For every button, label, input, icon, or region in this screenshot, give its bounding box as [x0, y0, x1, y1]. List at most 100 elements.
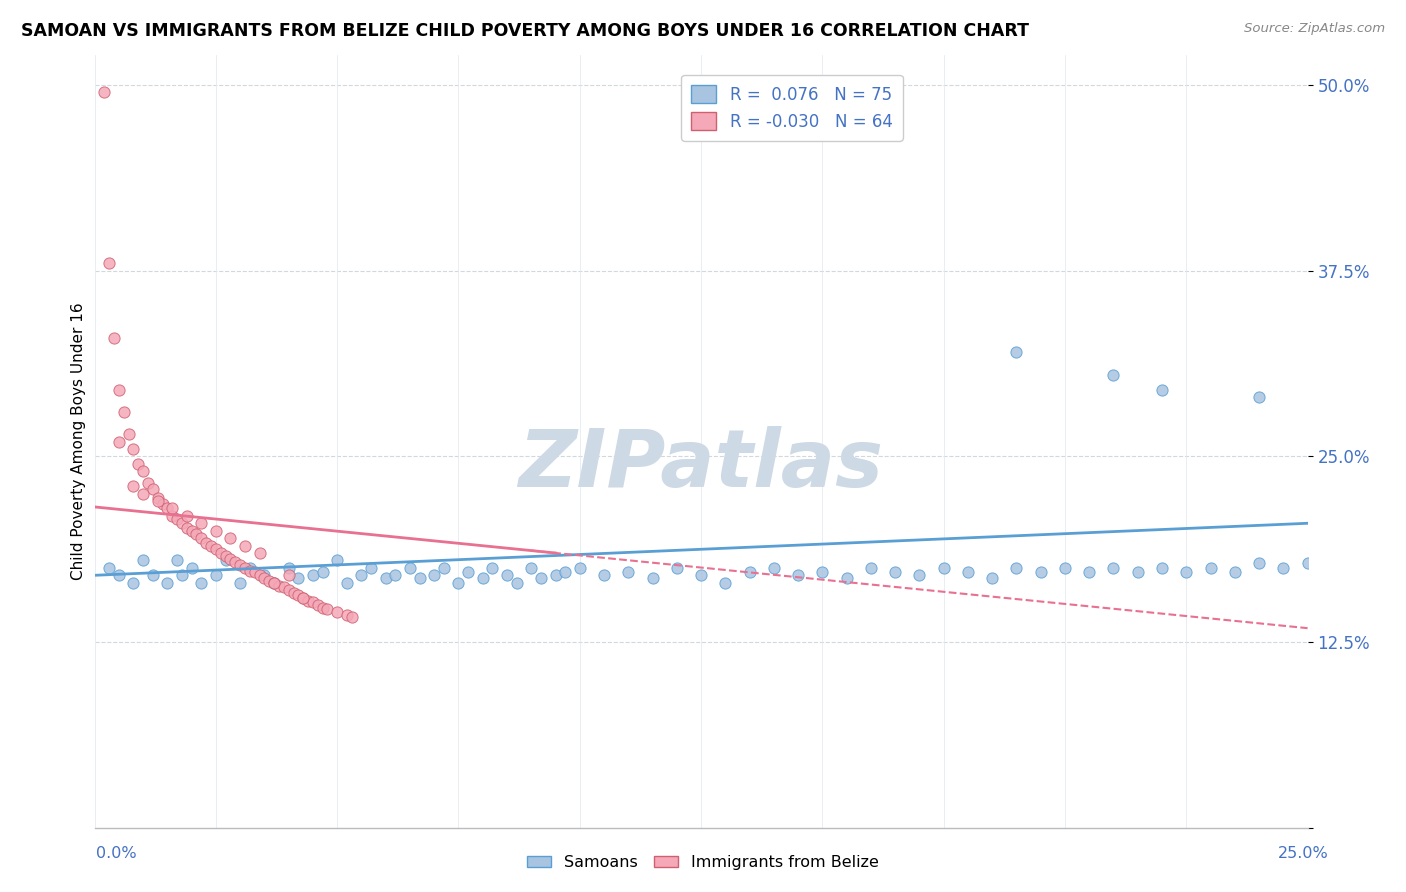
Point — [200, 539, 222, 553]
Point — [520, 561, 543, 575]
Point — [311, 601, 333, 615]
Point — [112, 405, 135, 419]
Point — [433, 561, 456, 575]
Point — [263, 575, 285, 590]
Point — [787, 568, 810, 582]
Point — [277, 561, 299, 575]
Point — [170, 516, 193, 531]
Point — [277, 568, 299, 582]
Point — [350, 568, 373, 582]
Point — [142, 568, 165, 582]
Point — [690, 568, 713, 582]
Point — [103, 330, 125, 344]
Point — [1078, 566, 1101, 580]
Point — [307, 598, 329, 612]
Point — [205, 541, 228, 556]
Legend: Samoans, Immigrants from Belize: Samoans, Immigrants from Belize — [522, 849, 884, 877]
Point — [214, 549, 236, 563]
Point — [253, 568, 276, 582]
Point — [108, 434, 131, 449]
Point — [214, 553, 236, 567]
Point — [399, 561, 422, 575]
Point — [1272, 561, 1295, 575]
Point — [1247, 557, 1270, 571]
Point — [811, 566, 834, 580]
Point — [1053, 561, 1076, 575]
Point — [219, 552, 242, 566]
Point — [98, 561, 121, 575]
Point — [146, 491, 169, 505]
Point — [287, 571, 309, 585]
Point — [127, 457, 149, 471]
Point — [593, 568, 616, 582]
Point — [160, 501, 183, 516]
Point — [302, 595, 325, 609]
Point — [1150, 383, 1173, 397]
Point — [641, 571, 664, 585]
Point — [496, 568, 519, 582]
Legend: R =  0.076   N = 75, R = -0.030   N = 64: R = 0.076 N = 75, R = -0.030 N = 64 — [682, 75, 903, 141]
Point — [481, 561, 503, 575]
Point — [908, 568, 931, 582]
Point — [166, 512, 188, 526]
Point — [277, 583, 299, 598]
Point — [665, 561, 688, 575]
Point — [835, 571, 858, 585]
Point — [1247, 390, 1270, 404]
Point — [568, 561, 591, 575]
Point — [257, 574, 280, 589]
Point — [1296, 557, 1319, 571]
Point — [554, 566, 576, 580]
Point — [1150, 561, 1173, 575]
Point — [302, 568, 325, 582]
Point — [530, 571, 553, 585]
Point — [360, 561, 382, 575]
Point — [471, 571, 494, 585]
Point — [152, 497, 174, 511]
Point — [311, 566, 333, 580]
Point — [738, 566, 761, 580]
Point — [209, 546, 232, 560]
Text: 25.0%: 25.0% — [1278, 847, 1329, 861]
Point — [336, 608, 359, 623]
Point — [316, 602, 339, 616]
Point — [447, 575, 470, 590]
Point — [205, 568, 228, 582]
Point — [762, 561, 785, 575]
Text: SAMOAN VS IMMIGRANTS FROM BELIZE CHILD POVERTY AMONG BOYS UNDER 16 CORRELATION C: SAMOAN VS IMMIGRANTS FROM BELIZE CHILD P… — [21, 22, 1029, 40]
Point — [267, 579, 290, 593]
Point — [1223, 566, 1246, 580]
Point — [292, 591, 315, 605]
Point — [239, 564, 262, 578]
Point — [1102, 368, 1125, 382]
Point — [205, 524, 228, 538]
Point — [1102, 561, 1125, 575]
Point — [423, 568, 446, 582]
Point — [283, 586, 305, 600]
Point — [956, 566, 979, 580]
Point — [190, 575, 212, 590]
Point — [1175, 566, 1198, 580]
Point — [292, 591, 315, 605]
Point — [108, 568, 131, 582]
Text: ZIPatlas: ZIPatlas — [519, 425, 883, 504]
Point — [229, 575, 252, 590]
Point — [146, 494, 169, 508]
Point — [263, 575, 285, 590]
Point — [136, 476, 159, 491]
Point — [326, 553, 349, 567]
Point — [180, 561, 202, 575]
Point — [457, 566, 479, 580]
Point — [224, 555, 246, 569]
Point — [981, 571, 1004, 585]
Point — [122, 575, 145, 590]
Text: Source: ZipAtlas.com: Source: ZipAtlas.com — [1244, 22, 1385, 36]
Point — [1005, 345, 1028, 359]
Point — [156, 575, 179, 590]
Point — [544, 568, 567, 582]
Point — [239, 561, 262, 575]
Point — [108, 383, 131, 397]
Point — [229, 558, 252, 572]
Point — [884, 566, 907, 580]
Point — [340, 610, 363, 624]
